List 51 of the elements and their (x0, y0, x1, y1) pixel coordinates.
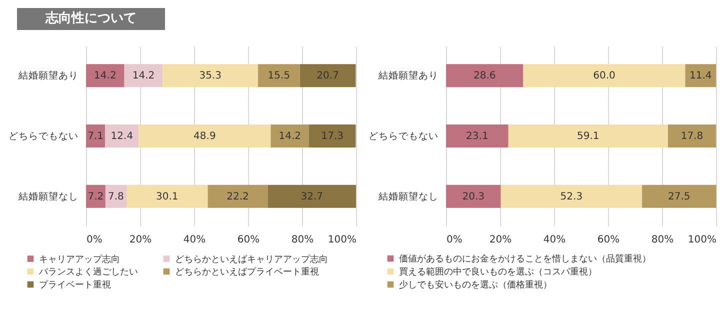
data-label: 27.5 (668, 191, 690, 202)
data-label: 28.6 (473, 70, 496, 82)
data-label: 15.5 (268, 70, 290, 82)
x-tick-label: 100% (688, 234, 716, 246)
x-tick-label: 0% (446, 234, 462, 246)
legend-label: どちらかといえばキャリアアップ志向 (175, 254, 328, 265)
x-tick-label: 60% (237, 234, 260, 246)
data-label: 20.3 (462, 191, 485, 202)
data-label: 11.4 (689, 70, 712, 82)
data-label: 7.1 (88, 131, 104, 142)
y-tick-label: どちらでもない (8, 131, 78, 142)
data-label: 7.8 (108, 191, 124, 202)
x-tick-label: 80% (651, 234, 674, 246)
y-tick-label: 結婚願望なし (18, 190, 78, 202)
data-label: 52.3 (560, 191, 583, 202)
data-label: 32.7 (300, 191, 323, 202)
x-tick-label: 20% (129, 234, 152, 246)
y-tick-label: どちらでもない (368, 131, 438, 142)
data-label: 14.2 (132, 70, 155, 82)
legend-label: 価値があるものにお金をかけることを惜しまない（品質重視） (399, 254, 651, 264)
data-label: 14.2 (94, 70, 116, 82)
data-label: 60.0 (593, 70, 616, 82)
data-label: 35.3 (199, 70, 222, 82)
x-tick-label: 40% (183, 234, 206, 246)
y-tick-label: 結婚願望あり (18, 70, 78, 82)
data-label: 23.1 (466, 131, 488, 142)
legend-label: プライベート重視 (39, 280, 111, 290)
x-tick-label: 0% (86, 234, 102, 246)
legend-label: キャリアアップ志向 (39, 254, 120, 265)
data-label: 30.1 (156, 191, 178, 202)
data-label: 17.3 (321, 131, 344, 142)
data-label: 7.2 (88, 191, 104, 202)
x-tick-label: 100% (328, 234, 356, 246)
legend-label: バランスよく過ごしたい (38, 266, 138, 278)
data-label: 14.2 (278, 131, 301, 142)
legend-label: 買える範囲の中で良いものを選ぶ（コスパ重視） (399, 266, 597, 278)
chart-title: 志向性について (17, 8, 165, 30)
y-tick-label: 結婚願望なし (378, 190, 438, 202)
legend-label: どちらかといえばプライベート重視 (175, 266, 319, 278)
data-label: 17.8 (680, 131, 704, 142)
data-label: 22.2 (226, 191, 249, 202)
x-tick-label: 20% (489, 234, 512, 246)
legend-label: 少しでも安いものを選ぶ（価格重視） (399, 280, 552, 290)
data-label: 20.7 (316, 70, 339, 82)
x-tick-label: 40% (543, 234, 566, 246)
x-tick-label: 60% (597, 234, 620, 246)
y-tick-label: 結婚願望あり (378, 70, 438, 82)
data-label: 12.4 (110, 131, 134, 142)
x-tick-label: 80% (291, 234, 314, 246)
data-label: 59.1 (577, 131, 600, 142)
data-label: 48.9 (194, 131, 216, 142)
